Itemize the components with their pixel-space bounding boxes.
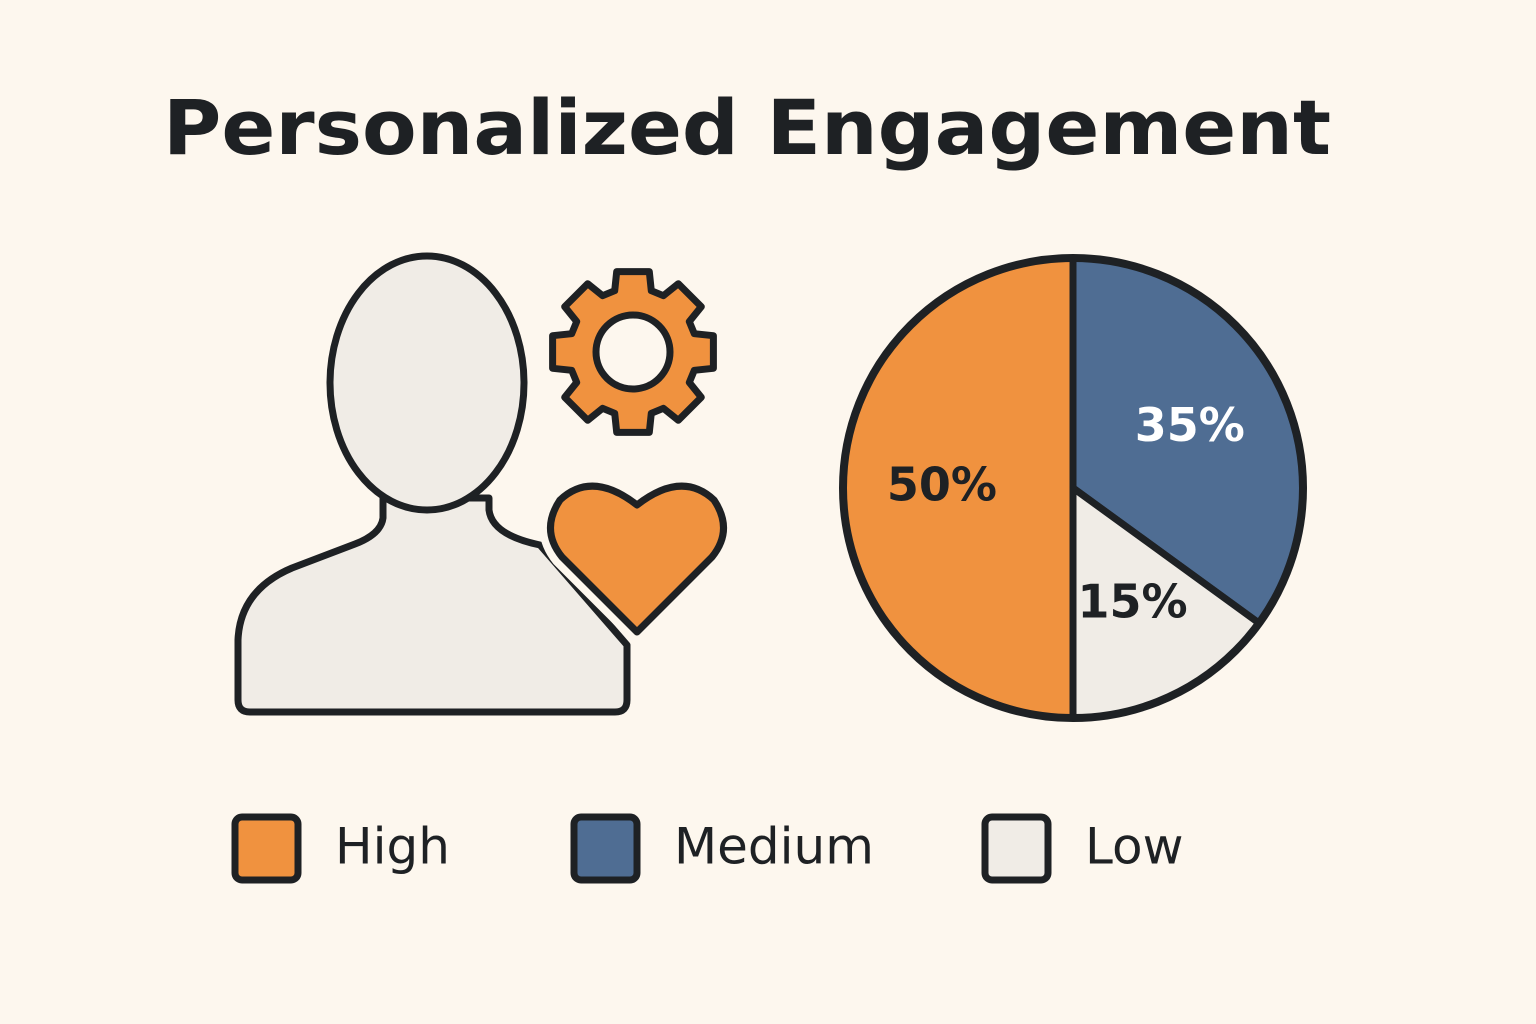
legend-label: High (335, 818, 450, 876)
legend-label: Low (1085, 818, 1183, 876)
person-head (326, 252, 528, 514)
heart-icon (547, 482, 727, 636)
value-label: 35% (1135, 398, 1245, 452)
pie-outline (839, 254, 1307, 722)
value-label: 50% (887, 458, 997, 512)
person-body (234, 494, 631, 716)
gear-hole (592, 311, 674, 393)
legend-swatch (231, 813, 302, 884)
legend-swatch (981, 813, 1052, 884)
legend-swatch (570, 813, 641, 884)
chart-title: Personalized Engagement (163, 83, 1331, 172)
value-label: 15% (1077, 574, 1187, 628)
person-icon (234, 252, 735, 716)
legend-label: Medium (674, 818, 874, 876)
